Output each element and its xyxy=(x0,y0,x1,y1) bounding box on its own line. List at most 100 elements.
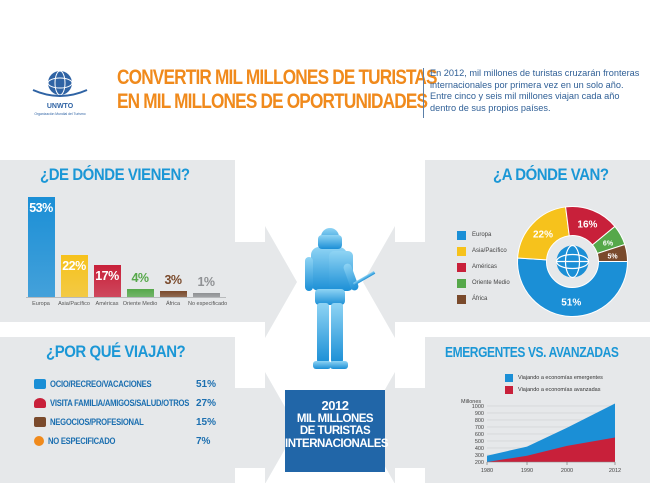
why-item-label: NEGOCIOS/PROFESIONAL xyxy=(50,417,144,427)
legend-label: Asia/Pacífico xyxy=(472,248,507,254)
why-item-percent: 27% xyxy=(196,397,217,409)
origin-bar-label: Asia/Pacífico xyxy=(58,301,90,307)
why-item-label: NO ESPECIFICADO xyxy=(48,436,116,446)
destination-slice xyxy=(517,257,629,317)
origin-bar-value: 4% xyxy=(131,271,149,286)
origin-bar-label: África xyxy=(165,301,181,307)
why-item: NEGOCIOS/PROFESIONAL 15% xyxy=(34,415,217,429)
why-item: OCIO/RECREO/VACACIONES 51% xyxy=(34,377,217,391)
legend-swatch xyxy=(457,246,466,256)
y-tick-label: 400 xyxy=(475,446,484,452)
destination-slice-label: 22% xyxy=(533,229,553,240)
caption-year: 2012 xyxy=(321,398,349,413)
origin-bar-label: No especificado xyxy=(188,301,228,307)
why-item-label: VISITA FAMILIA/AMIGOS/SALUD/OTROS xyxy=(50,398,190,408)
legend-label: Américas xyxy=(472,264,498,270)
desc-line-3: Entre cinco y seis mil millones viajan c… xyxy=(430,91,620,101)
legend-advanced: Viajando a economías avanzadas xyxy=(505,386,600,394)
y-tick-label: 700 xyxy=(475,425,484,431)
origin-bar-label: Oriente Medio xyxy=(122,301,158,307)
y-tick-label: 200 xyxy=(475,460,484,466)
destination-slice-label: 51% xyxy=(561,297,581,308)
why-item-percent: 7% xyxy=(196,435,211,447)
x-tick-label: 2000 xyxy=(561,468,573,474)
origin-bar-value: 22% xyxy=(62,259,86,274)
legend-swatch xyxy=(457,262,466,272)
why-item: NO ESPECIFICADO 7% xyxy=(34,434,214,448)
why-item-label: OCIO/RECREO/VACACIONES xyxy=(50,379,152,389)
logo-subtitle: Organización Mundial del Turismo xyxy=(34,112,85,116)
page-title: CONVERTIR MIL MILLONES DE TURISTAS EN MI… xyxy=(117,66,438,114)
caption-line-2: DE TURISTAS xyxy=(299,425,371,437)
why-item-percent: 15% xyxy=(196,416,217,428)
destination-slice-label: 5% xyxy=(607,254,618,261)
logo-text: UNWTO xyxy=(47,103,74,110)
heart-icon xyxy=(34,398,46,408)
desc-line-2: internacionales por primera vez en un so… xyxy=(430,79,624,90)
why-item: VISITA FAMILIA/AMIGOS/SALUD/OTROS 27% xyxy=(34,396,217,410)
y-tick-label: 300 xyxy=(475,453,484,459)
legend-advanced-label: Viajando a economías avanzadas xyxy=(518,387,601,393)
why-title: ¿POR QUÉ VIAJAN? xyxy=(46,342,186,361)
legend-swatch xyxy=(457,278,466,288)
arrow-from-emerging xyxy=(363,372,425,483)
unwto-logo: UNWTO Organización Mundial del Turismo xyxy=(32,70,88,116)
origin-bar-label: Américas xyxy=(95,301,119,307)
origin-bar xyxy=(160,291,187,297)
desc-line-1: En 2012, mil millones de turistas cruzar… xyxy=(430,68,640,78)
header-divider xyxy=(423,68,424,118)
x-tick-label: 1990 xyxy=(521,468,533,474)
destination-slice-label: 16% xyxy=(577,219,597,230)
arrow-from-origin xyxy=(235,226,297,338)
legend-label: Oriente Medio xyxy=(472,280,510,286)
y-tick-label: 600 xyxy=(475,432,484,438)
legend-emerging: Viajando a economías emergentes xyxy=(505,374,603,382)
y-tick-label: 900 xyxy=(475,411,484,417)
why-item-percent: 51% xyxy=(196,378,217,390)
caption-line-3: INTERNACIONALES xyxy=(285,437,389,450)
destination-legend-item: Oriente Medio xyxy=(457,278,510,288)
center-arrows xyxy=(235,226,425,483)
origin-bar-value: 17% xyxy=(95,268,119,283)
emerging-title: EMERGENTES VS. AVANZADAS xyxy=(445,344,619,361)
origin-bar-value: 53% xyxy=(29,201,53,215)
briefcase-icon xyxy=(34,417,46,427)
origin-bar xyxy=(193,293,220,297)
origin-bar-value: 1% xyxy=(197,275,215,289)
legend-swatch xyxy=(457,230,466,240)
destination-legend-item: Américas xyxy=(457,262,497,272)
x-tick-label: 2012 xyxy=(609,468,621,474)
origin-bar xyxy=(127,289,154,297)
why-panel xyxy=(0,337,235,483)
question-icon xyxy=(34,436,44,446)
y-tick-label: 500 xyxy=(475,439,484,445)
origin-bar xyxy=(94,264,121,297)
desc-line-4: dentro de sus propios países. xyxy=(430,102,551,113)
legend-label: Europa xyxy=(472,232,492,238)
camera-icon xyxy=(34,379,46,389)
origin-bar-label: Europa xyxy=(32,301,50,307)
origin-title: ¿DE DÓNDE VIENEN? xyxy=(40,165,190,184)
destination-title: ¿A DÓNDE VAN? xyxy=(493,165,609,184)
origin-axis xyxy=(26,297,226,298)
destination-donut-chart: 51% 22% 16% 6% 5% xyxy=(517,206,629,317)
destination-legend-item: Europa xyxy=(457,230,491,240)
x-tick-label: 1980 xyxy=(481,468,493,474)
caption-line-1: MIL MILLONES xyxy=(296,412,374,425)
legend-advanced-swatch xyxy=(505,386,513,394)
origin-bar-value: 3% xyxy=(164,273,182,288)
origin-bar xyxy=(28,197,55,297)
destination-slice-label: 6% xyxy=(603,240,614,247)
arrow-from-destination xyxy=(363,226,425,338)
center-caption: 2012 MIL MILLONES DE TURISTAS INTERNACIO… xyxy=(285,390,389,472)
destination-slice xyxy=(596,243,629,262)
area-ylabel: Millones xyxy=(461,399,482,405)
arrow-from-why xyxy=(235,372,297,483)
legend-emerging-swatch xyxy=(505,374,513,382)
destination-legend-item: Asia/Pacífico xyxy=(457,246,507,256)
header-description: En 2012, mil millones de turistas cruzar… xyxy=(430,68,640,114)
title-line-1: CONVERTIR MIL MILLONES DE TURISTAS xyxy=(117,66,438,89)
destination-legend-item: África xyxy=(457,294,487,304)
legend-swatch xyxy=(457,294,466,304)
